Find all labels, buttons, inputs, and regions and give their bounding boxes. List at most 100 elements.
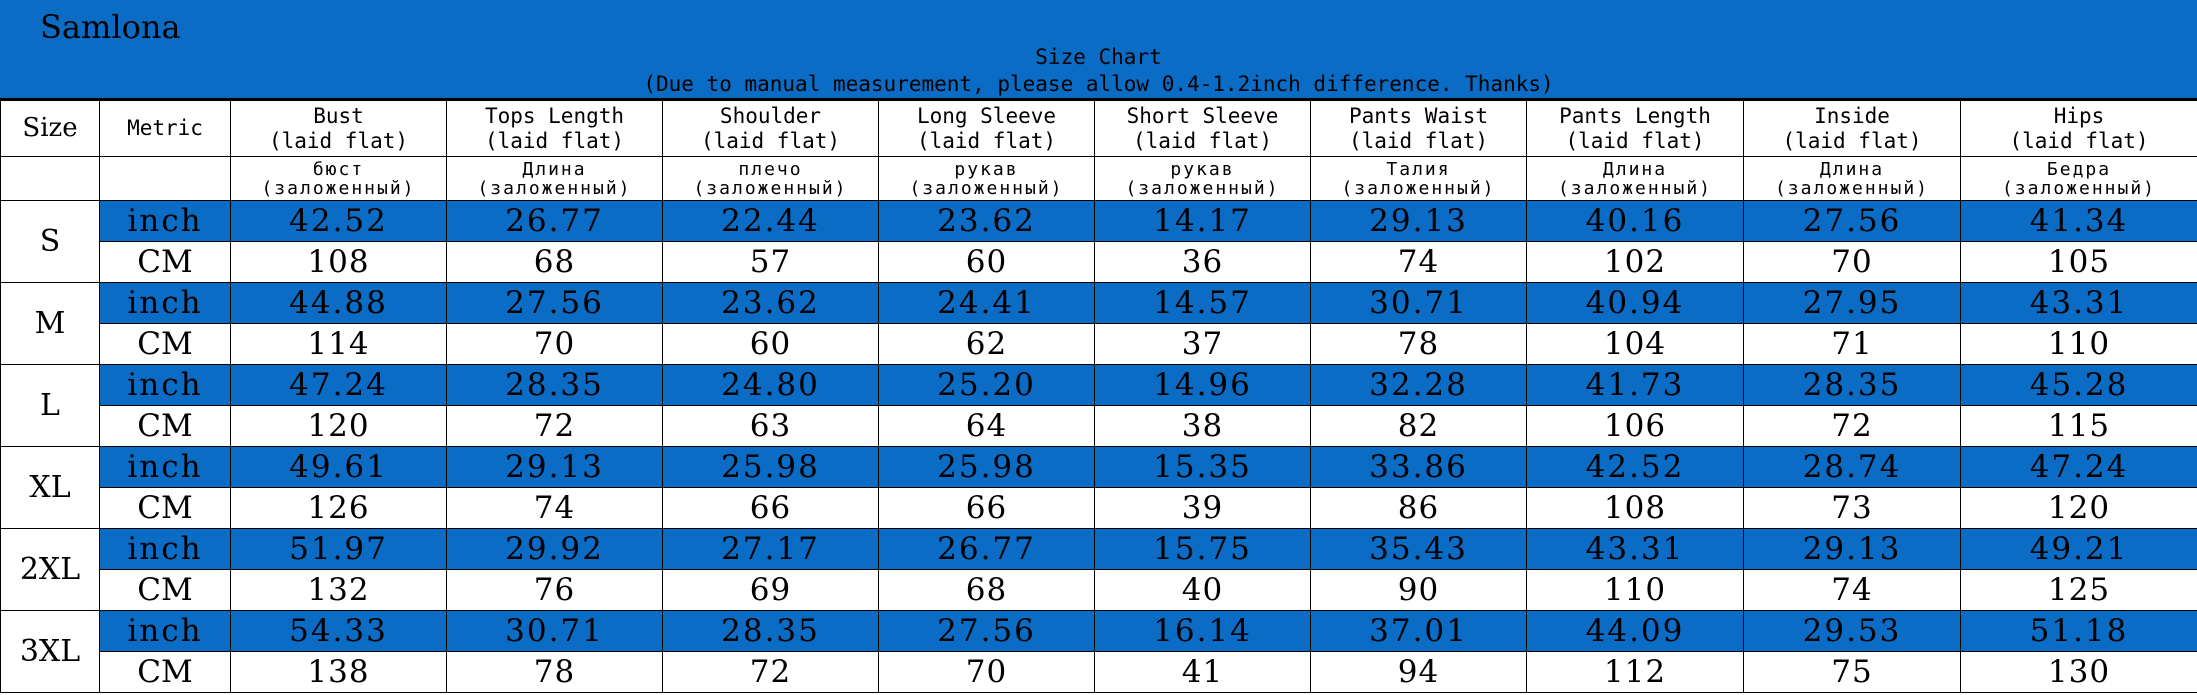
value-cell: 29.13 <box>1310 200 1527 242</box>
value-cell: 78 <box>1310 323 1527 365</box>
column-header-ru: Бедра (заложенный) <box>1960 156 2197 201</box>
unit-cell-inch: inch <box>99 610 231 652</box>
value-cell: 25.98 <box>878 446 1095 488</box>
value-cell: 41 <box>1094 651 1311 693</box>
column-header-name: Bust <box>313 103 364 128</box>
value-cell: 60 <box>662 323 879 365</box>
value-cell: 62 <box>878 323 1095 365</box>
column-header-name: Tops Length <box>484 103 625 128</box>
value-cell: 37 <box>1094 323 1311 365</box>
value-cell: 27.56 <box>446 282 663 324</box>
value-cell: 45.28 <box>1960 364 2197 406</box>
column-header-ru-name: Бедра <box>2046 158 2112 180</box>
value-cell: 40.94 <box>1526 282 1744 324</box>
value-cell: 29.13 <box>446 446 663 488</box>
brand-name: Samlona <box>40 8 181 46</box>
table-row-cm: CM 138 78 72 70 41 94 112 75 130 <box>1 651 2197 693</box>
unit-cell-inch: inch <box>99 364 231 406</box>
value-cell: 42.52 <box>1526 446 1744 488</box>
column-header-ru: Длина (заложенный) <box>1526 156 1744 201</box>
value-cell: 108 <box>230 241 447 283</box>
size-cell: S <box>0 200 100 283</box>
value-cell: 66 <box>878 487 1095 529</box>
column-header-ru: бюст (заложенный) <box>230 156 447 201</box>
column-header-ru-sub: (заложенный) <box>2001 177 2157 199</box>
column-header-sub: (laid flat) <box>700 128 841 153</box>
value-cell: 68 <box>878 569 1095 611</box>
value-cell: 110 <box>1960 323 2197 365</box>
value-cell: 74 <box>1743 569 1961 611</box>
value-cell: 24.80 <box>662 364 879 406</box>
table-row-inch: 3XL inch 54.33 30.71 28.35 27.56 16.14 37.01 44.… <box>0 610 2197 693</box>
column-header: Tops Length (laid flat) <box>446 100 663 157</box>
value-cell: 32.28 <box>1310 364 1527 406</box>
column-header-name: Shoulder <box>719 103 822 128</box>
column-header-ru: рукав (заложенный) <box>878 156 1095 201</box>
unit-cell-cm: CM <box>99 487 231 529</box>
value-cell: 15.75 <box>1094 528 1311 570</box>
column-header-name: Long Sleeve <box>916 103 1057 128</box>
value-cell: 86 <box>1310 487 1527 529</box>
value-cell: 49.21 <box>1960 528 2197 570</box>
header-row-ru: бюст (заложенный) Длина (заложенный) плечо (з… <box>0 156 2197 201</box>
value-cell: 70 <box>446 323 663 365</box>
header-row: Size Metric Bust (laid flat) Tops Length (lai… <box>0 100 2197 157</box>
column-header-ru-sub: (заложенный) <box>1557 177 1713 199</box>
value-cell: 75 <box>1743 651 1961 693</box>
column-header-ru: плечо (заложенный) <box>662 156 879 201</box>
value-cell: 24.41 <box>878 282 1095 324</box>
value-cell: 25.20 <box>878 364 1095 406</box>
value-cell: 138 <box>230 651 447 693</box>
column-header-sub: (laid flat) <box>268 128 409 153</box>
value-cell: 47.24 <box>230 364 447 406</box>
value-cell: 30.71 <box>446 610 663 652</box>
value-cell: 68 <box>446 241 663 283</box>
value-cell: 14.17 <box>1094 200 1311 242</box>
value-cell: 27.56 <box>1743 200 1961 242</box>
unit-cell-cm: CM <box>99 323 231 365</box>
column-header: Long Sleeve (laid flat) <box>878 100 1095 157</box>
value-cell: 28.35 <box>446 364 663 406</box>
value-cell: 82 <box>1310 405 1527 447</box>
value-cell: 69 <box>662 569 879 611</box>
size-cell: 2XL <box>0 528 100 611</box>
value-cell: 114 <box>230 323 447 365</box>
column-header-ru-name: плечо <box>738 158 803 180</box>
value-cell: 60 <box>878 241 1095 283</box>
metric-header-empty <box>99 156 231 201</box>
value-cell: 15.35 <box>1094 446 1311 488</box>
value-cell: 42.52 <box>230 200 447 242</box>
value-cell: 76 <box>446 569 663 611</box>
value-cell: 29.53 <box>1743 610 1961 652</box>
column-header-sub: (laid flat) <box>1565 128 1705 153</box>
value-cell: 16.14 <box>1094 610 1311 652</box>
value-cell: 37.01 <box>1310 610 1527 652</box>
column-header-sub: (laid flat) <box>1782 128 1922 153</box>
unit-cell-cm: CM <box>99 569 231 611</box>
value-cell: 14.57 <box>1094 282 1311 324</box>
size-cell: 3XL <box>0 610 100 693</box>
value-cell: 27.17 <box>662 528 879 570</box>
column-header-name: Inside <box>1814 103 1890 128</box>
table-row-cm: CM 108 68 57 60 36 74 102 70 105 <box>1 241 2197 283</box>
value-cell: 72 <box>446 405 663 447</box>
value-cell: 106 <box>1526 405 1744 447</box>
value-cell: 14.96 <box>1094 364 1311 406</box>
value-cell: 74 <box>1310 241 1527 283</box>
value-cell: 39 <box>1094 487 1311 529</box>
value-cell: 125 <box>1960 569 2197 611</box>
value-cell: 27.95 <box>1743 282 1961 324</box>
value-cell: 26.77 <box>878 528 1095 570</box>
column-header-ru-sub: (заложенный) <box>1341 177 1496 199</box>
size-cell: XL <box>0 446 100 529</box>
column-header-ru-sub: (заложенный) <box>909 177 1064 199</box>
value-cell: 54.33 <box>230 610 447 652</box>
column-header: Hips (laid flat) <box>1960 100 2197 157</box>
column-header-ru: рукав (заложенный) <box>1094 156 1311 201</box>
column-header-ru: Талия (заложенный) <box>1310 156 1527 201</box>
column-header-name: Pants Waist <box>1348 103 1489 128</box>
value-cell: 132 <box>230 569 447 611</box>
value-cell: 22.44 <box>662 200 879 242</box>
size-header: Size <box>0 100 100 157</box>
